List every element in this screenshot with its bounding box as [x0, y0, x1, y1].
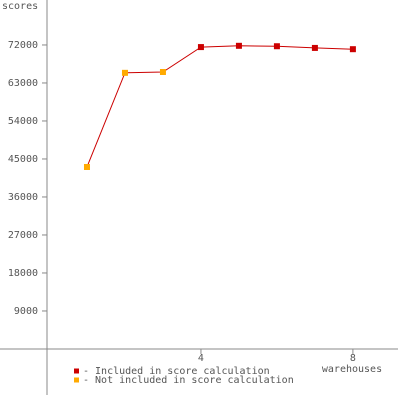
y-tick-label: 36000 — [8, 192, 38, 203]
data-point — [235, 42, 242, 49]
data-point — [159, 68, 166, 75]
y-tick-label: 72000 — [8, 40, 38, 51]
data-point — [197, 44, 204, 51]
x-axis-label: warehouses — [322, 364, 382, 375]
data-point — [273, 43, 280, 50]
y-tick-label: 18000 — [8, 268, 38, 279]
data-point — [349, 46, 356, 53]
x-tick-label: 8 — [350, 353, 356, 364]
y-axis-label: scores — [2, 1, 38, 12]
legend-marker — [74, 368, 79, 374]
data-point — [121, 69, 128, 76]
data-point — [311, 44, 318, 51]
legend-label: - Included in score calculation — [83, 366, 270, 377]
legend-marker — [74, 377, 79, 383]
y-tick-label: 27000 — [8, 230, 38, 241]
y-tick-label: 45000 — [8, 154, 38, 165]
data-point — [83, 163, 90, 170]
data-line — [86, 45, 353, 168]
y-tick-label: 54000 — [8, 116, 38, 127]
y-tick-label: 63000 — [8, 78, 38, 89]
legend-label: - Not included in score calculation — [83, 375, 294, 386]
y-tick-label: 9000 — [14, 306, 38, 317]
x-tick-label: 4 — [198, 353, 204, 364]
